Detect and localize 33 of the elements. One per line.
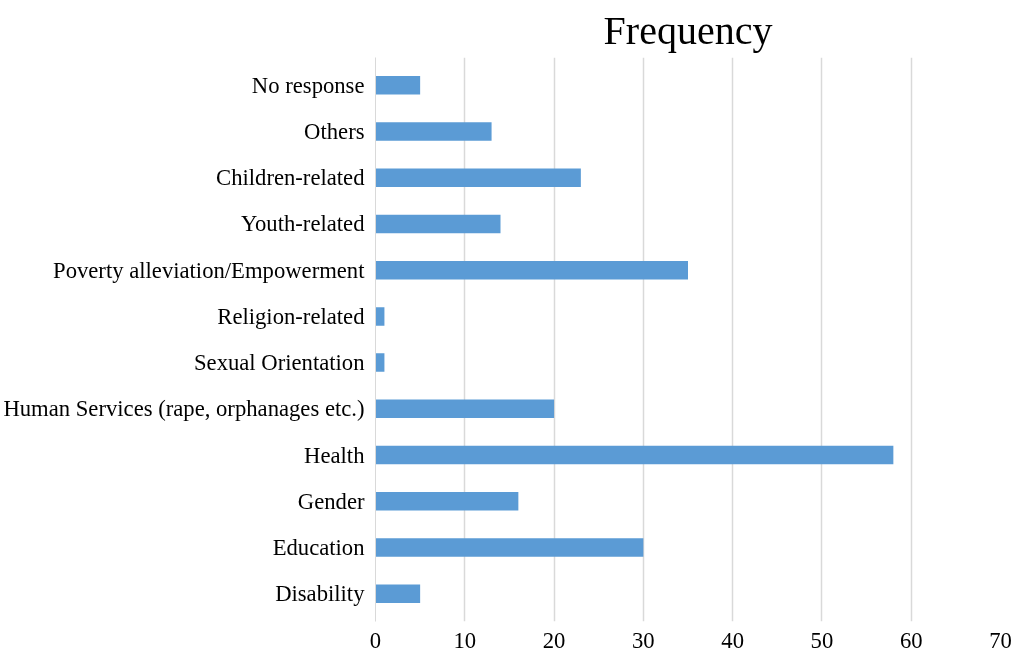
- bar: [375, 307, 385, 326]
- y-tick-label: No response: [251, 72, 365, 98]
- bar: [375, 260, 688, 280]
- x-tick-label: 60: [899, 627, 923, 653]
- x-tick-label: 20: [542, 627, 566, 653]
- bar: [375, 214, 501, 234]
- bar: [375, 353, 385, 372]
- y-tick-label: Health: [304, 442, 366, 468]
- bar: [375, 492, 519, 511]
- y-tick-label: Religion-related: [217, 303, 366, 329]
- bar: [375, 538, 644, 557]
- x-tick-label: 0: [369, 627, 382, 653]
- bar: [375, 168, 581, 187]
- bar: [375, 445, 894, 465]
- x-tick-label: 10: [453, 627, 477, 653]
- y-tick-label: Poverty alleviation/Empowerment: [53, 257, 366, 283]
- y-tick-label: Others: [304, 118, 365, 144]
- y-tick-label: Children-related: [216, 165, 366, 191]
- y-tick-label: Human Services (rape, orphanages etc.): [3, 396, 365, 422]
- x-tick-label: 70: [989, 627, 1012, 653]
- bar: [375, 122, 492, 141]
- y-tick-label: Gender: [297, 488, 365, 514]
- y-tick-label: Youth-related: [240, 211, 366, 237]
- x-tick-label: 30: [632, 627, 655, 653]
- x-tick-label: 40: [721, 627, 744, 653]
- y-tick-label: Sexual Orientation: [193, 350, 365, 376]
- bar: [375, 399, 555, 419]
- bar: [375, 75, 421, 95]
- chart-title: Frequency: [603, 7, 773, 53]
- y-tick-label: Education: [272, 535, 365, 561]
- bar: [375, 584, 421, 604]
- x-tick-label: 50: [810, 627, 834, 653]
- y-tick-label: Disability: [275, 581, 366, 607]
